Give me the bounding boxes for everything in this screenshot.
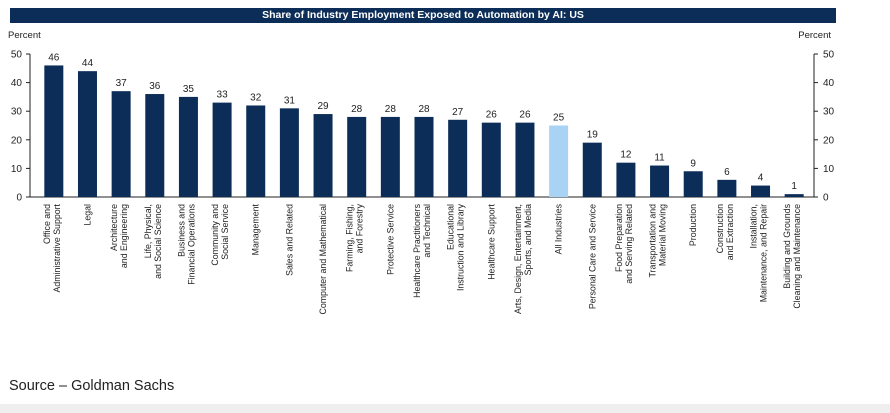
bar: [481, 122, 501, 197]
y-tick-label-left: 40: [11, 78, 23, 89]
bar-value-label: 28: [418, 104, 430, 115]
category-label: Architectureand Engineering: [109, 204, 129, 268]
bar: [683, 171, 703, 197]
category-label: Legal: [82, 204, 92, 226]
category-label: Sales and Related: [284, 204, 294, 276]
category-label: Production: [688, 204, 698, 246]
category-label: Building and GroundsCleaning and Mainten…: [782, 203, 802, 308]
category-label: Arts, Design, Entertainment,Sports, and …: [513, 204, 533, 314]
bar-value-label: 12: [620, 150, 632, 161]
y-tick-label-left: 50: [11, 50, 23, 61]
bar: [717, 179, 737, 197]
bar-value-label: 46: [48, 52, 60, 63]
bar-value-label: 4: [758, 173, 764, 184]
category-label: Farming, Fishing,and Forestry: [345, 203, 365, 272]
category-label: Personal Care and Service: [587, 204, 597, 309]
bar-value-label: 1: [791, 181, 797, 192]
category-labels: Office andAdministrative Support Legal Arc…: [42, 203, 802, 314]
category-label: Healthcare Practitionersand Technical: [412, 203, 432, 297]
bar: [212, 102, 232, 197]
bar: [77, 71, 97, 197]
category-label: All Industries: [554, 203, 564, 254]
bar-value-label: 26: [519, 110, 531, 121]
bar-value-label: 19: [587, 130, 599, 141]
bar: [784, 194, 804, 197]
bar-value-label: 25: [553, 113, 565, 124]
bar-value-label: 29: [317, 101, 329, 112]
bar-value-label: 28: [385, 104, 397, 115]
bar: [650, 165, 670, 197]
bar-value-label: 37: [116, 78, 128, 89]
bar: [582, 142, 602, 197]
bar: [44, 65, 64, 197]
bar: [178, 96, 198, 197]
y-tick-label-left: 10: [11, 164, 23, 175]
bar: [751, 185, 771, 197]
y-tick-label-right: 0: [823, 193, 829, 204]
source-note: Source – Goldman Sachs: [9, 378, 175, 394]
value-labels: 46 44 37 36 35 33 32 31 29 28 28 28 27 26 26 25 19 12 11 9 6…: [48, 52, 797, 192]
bar-value-label: 33: [217, 90, 229, 101]
category-label: Installation,Maintenance, and Repair: [749, 204, 769, 302]
bar-value-label: 11: [654, 153, 665, 164]
category-label: Transportation andMaterial Moving: [648, 204, 668, 278]
bar: [515, 122, 535, 197]
bars: [44, 65, 804, 197]
category-label: Office andAdministrative Support: [42, 203, 62, 292]
bar-chart: Percent Percent 0 0 10 10 20 20 30 30 40 40 50 50 4…: [8, 30, 835, 315]
y-tick-label-right: 40: [823, 78, 835, 89]
category-label: Community andSocial Service: [210, 204, 230, 266]
bar-value-label: 36: [149, 81, 161, 92]
y-tick-label-left: 0: [16, 193, 22, 204]
y-tick-label-left: 20: [11, 135, 23, 146]
bar: [145, 94, 165, 197]
bar: [414, 116, 434, 197]
y-tick-label-right: 30: [823, 107, 835, 118]
category-label: EducationalInstruction and Library: [446, 203, 466, 291]
bar: [448, 119, 468, 197]
bar: [347, 116, 367, 197]
bottom-strip: [0, 404, 890, 413]
bar-value-label: 28: [351, 104, 363, 115]
bar: [549, 125, 569, 197]
bar-value-label: 35: [183, 84, 195, 95]
bar: [279, 108, 299, 197]
category-label: Food Preparationand Serving Related: [614, 204, 634, 284]
category-label: Protective Service: [385, 204, 395, 275]
chart-title: Share of Industry Employment Exposed to …: [10, 8, 836, 23]
y-tick-label-right: 10: [823, 164, 835, 175]
bar: [313, 114, 333, 197]
category-label: Management: [251, 203, 261, 255]
category-label: Business andFinancial Operations: [176, 203, 196, 284]
bar-value-label: 9: [690, 158, 696, 169]
category-label: Constructionand Extraction: [715, 204, 735, 260]
bar-value-label: 31: [284, 95, 296, 106]
y-axis-label-left: Percent: [8, 30, 41, 41]
category-label: Life, Physical,and Social Science: [143, 204, 163, 279]
y-tick-label-left: 30: [11, 107, 23, 118]
y-axis-label-right: Percent: [798, 30, 831, 41]
bar-value-label: 26: [486, 110, 498, 121]
bar: [380, 116, 400, 197]
bar: [111, 91, 131, 197]
category-label: Computer and Mathematical: [318, 204, 328, 315]
bar: [616, 162, 636, 197]
category-label: Healthcare Support: [486, 203, 496, 279]
bar-value-label: 32: [250, 92, 262, 103]
bar-value-label: 44: [82, 58, 94, 69]
y-tick-label-right: 20: [823, 135, 835, 146]
bar-value-label: 27: [452, 107, 464, 118]
y-tick-label-right: 50: [823, 50, 835, 61]
bar-value-label: 6: [724, 167, 730, 178]
bar: [246, 105, 266, 197]
